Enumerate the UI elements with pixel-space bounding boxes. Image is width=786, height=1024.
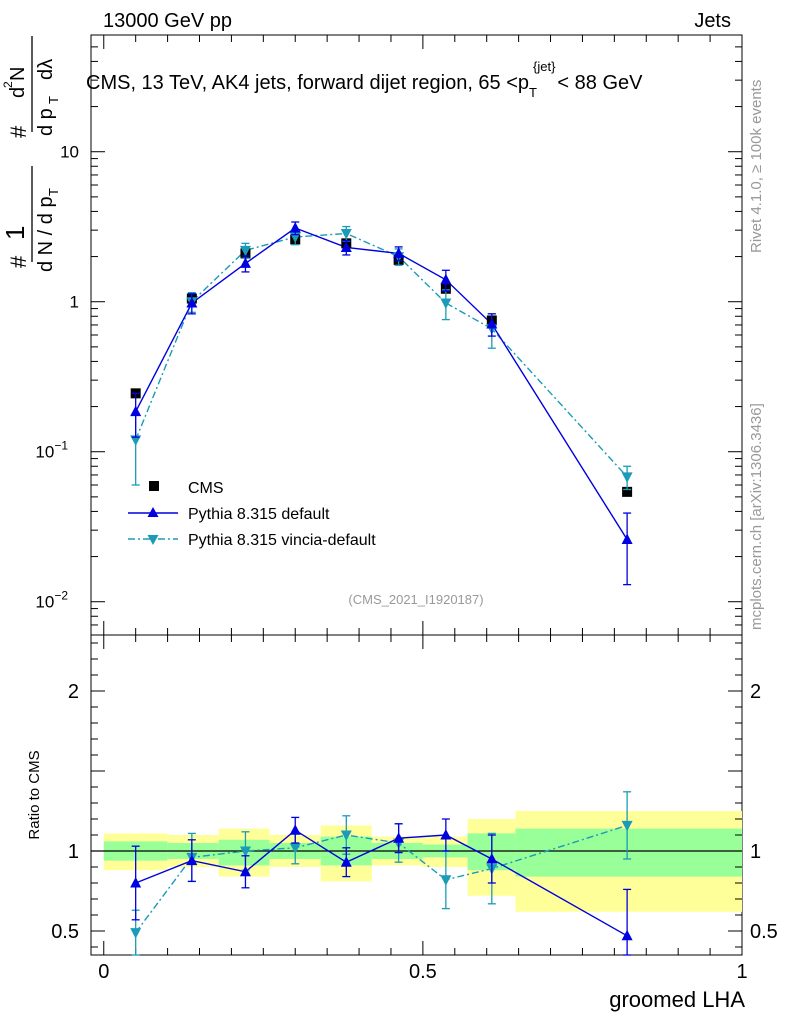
default-point (486, 318, 498, 329)
ratio-vincia-point (289, 843, 301, 854)
ratio-y-tick-label: 0.5 (750, 921, 778, 943)
legend-marker-cms (149, 481, 159, 491)
ratio-default-point (130, 877, 142, 888)
mcplots-label: mcplots.cern.ch [arXiv:1306.3436] (748, 403, 765, 630)
ylabel-part: T (46, 188, 61, 196)
legend-label-default: Pythia 8.315 default (188, 506, 330, 523)
vincia-point (621, 472, 633, 483)
ratio-y-tick-label: 2 (68, 681, 79, 703)
default-point (621, 533, 633, 544)
default-point (186, 297, 198, 308)
default-point (393, 247, 405, 258)
plot-title: CMS, 13 TeV, AK4 jets, forward dijet reg… (86, 59, 643, 100)
ratio-default-point (239, 865, 251, 877)
main-axis-ticks: 10−2 10−1 1 10 (35, 34, 743, 636)
ratio-y-tick-label: 0.5 (51, 921, 79, 943)
default-point (440, 273, 452, 285)
plot-title-sup: {jet} (533, 59, 556, 74)
ratio-default-point (621, 929, 633, 941)
legend-marker-vincia (147, 535, 159, 545)
ratio-default-point (440, 829, 452, 840)
ratio-default-point (393, 832, 405, 843)
vincia-point (130, 435, 142, 446)
legend-marker-default (147, 507, 159, 517)
ylabel-part: N (7, 67, 29, 81)
ratio-y-tick-label: 1 (750, 841, 761, 863)
plot-title-tail: < 88 GeV (557, 72, 643, 94)
ratio-vincia-point (340, 830, 352, 841)
ratio-default-point (486, 853, 498, 864)
x-tick-label: 0 (98, 961, 109, 983)
ratio-default-point (186, 854, 198, 866)
ratio-vincia-point (440, 875, 452, 886)
vincia-point (440, 298, 452, 310)
ratio-vincia-point (621, 820, 633, 832)
ratio-plot-frame (90, 634, 743, 956)
vincia-point (239, 245, 251, 257)
ylabel-part: dλ (35, 59, 57, 80)
ratio-vincia-point (130, 928, 142, 939)
legend-label-cms: CMS (188, 480, 224, 497)
ratio-vincia-point (239, 846, 251, 857)
y-tick-label: 10−2 (35, 589, 68, 612)
plot-title-main: CMS, 13 TeV, AK4 jets, forward dijet reg… (86, 72, 529, 94)
ylabel-part: d N / d p (35, 196, 57, 272)
legend: CMS Pythia 8.315 default Pythia 8.315 vi… (128, 480, 376, 549)
ylabel-part: # (6, 255, 31, 268)
y-tick-label: 10 (60, 143, 79, 162)
ratio-axis-ticks: 0.5 0.51 12 20 0.5 1 (51, 635, 778, 983)
header-right: Jets (694, 10, 731, 32)
ratio-ylabel: Ratio to CMS (26, 750, 43, 839)
ylabel-part: 1 (0, 226, 30, 240)
default-point (289, 222, 301, 233)
y-tick-label: 1 (70, 293, 79, 312)
ylabel-part: 2 (1, 81, 15, 88)
ylabel-part: d (7, 87, 29, 98)
ratio-y-tick-label: 2 (750, 681, 761, 703)
default-point (130, 405, 142, 417)
band-green (515, 828, 742, 877)
default-point (239, 257, 251, 268)
vincia-point (340, 228, 352, 240)
ylabel-part: T (46, 96, 61, 104)
ratio-default-point (289, 824, 301, 835)
x-tick-label: 1 (736, 961, 747, 983)
ratio-data-layer (130, 791, 633, 956)
x-tick-label: 0.5 (409, 961, 437, 983)
header-left: 13000 GeV pp (103, 10, 232, 32)
main-data-layer (130, 221, 633, 586)
ratio-default-point (340, 856, 352, 867)
legend-label-vincia: Pythia 8.315 vincia-default (188, 532, 376, 549)
ylabel-part: # (6, 125, 31, 138)
xlabel: groomed LHA (609, 987, 745, 1012)
series-line-vincia (135, 232, 628, 478)
cms-point (622, 486, 633, 497)
y-tick-label: 10−1 (35, 439, 68, 462)
plot-title-sub: T (529, 85, 537, 100)
analysis-watermark: (CMS_2021_I1920187) (348, 592, 483, 607)
rivet-label: Rivet 4.1.0, ≥ 100k events (748, 80, 765, 253)
main-ylabel: # 1 d N / d p T # d 2 N d p T dλ (0, 36, 61, 272)
default-point (340, 241, 352, 252)
ylabel-part: d p (35, 108, 57, 136)
ratio-y-tick-label: 1 (68, 841, 79, 863)
